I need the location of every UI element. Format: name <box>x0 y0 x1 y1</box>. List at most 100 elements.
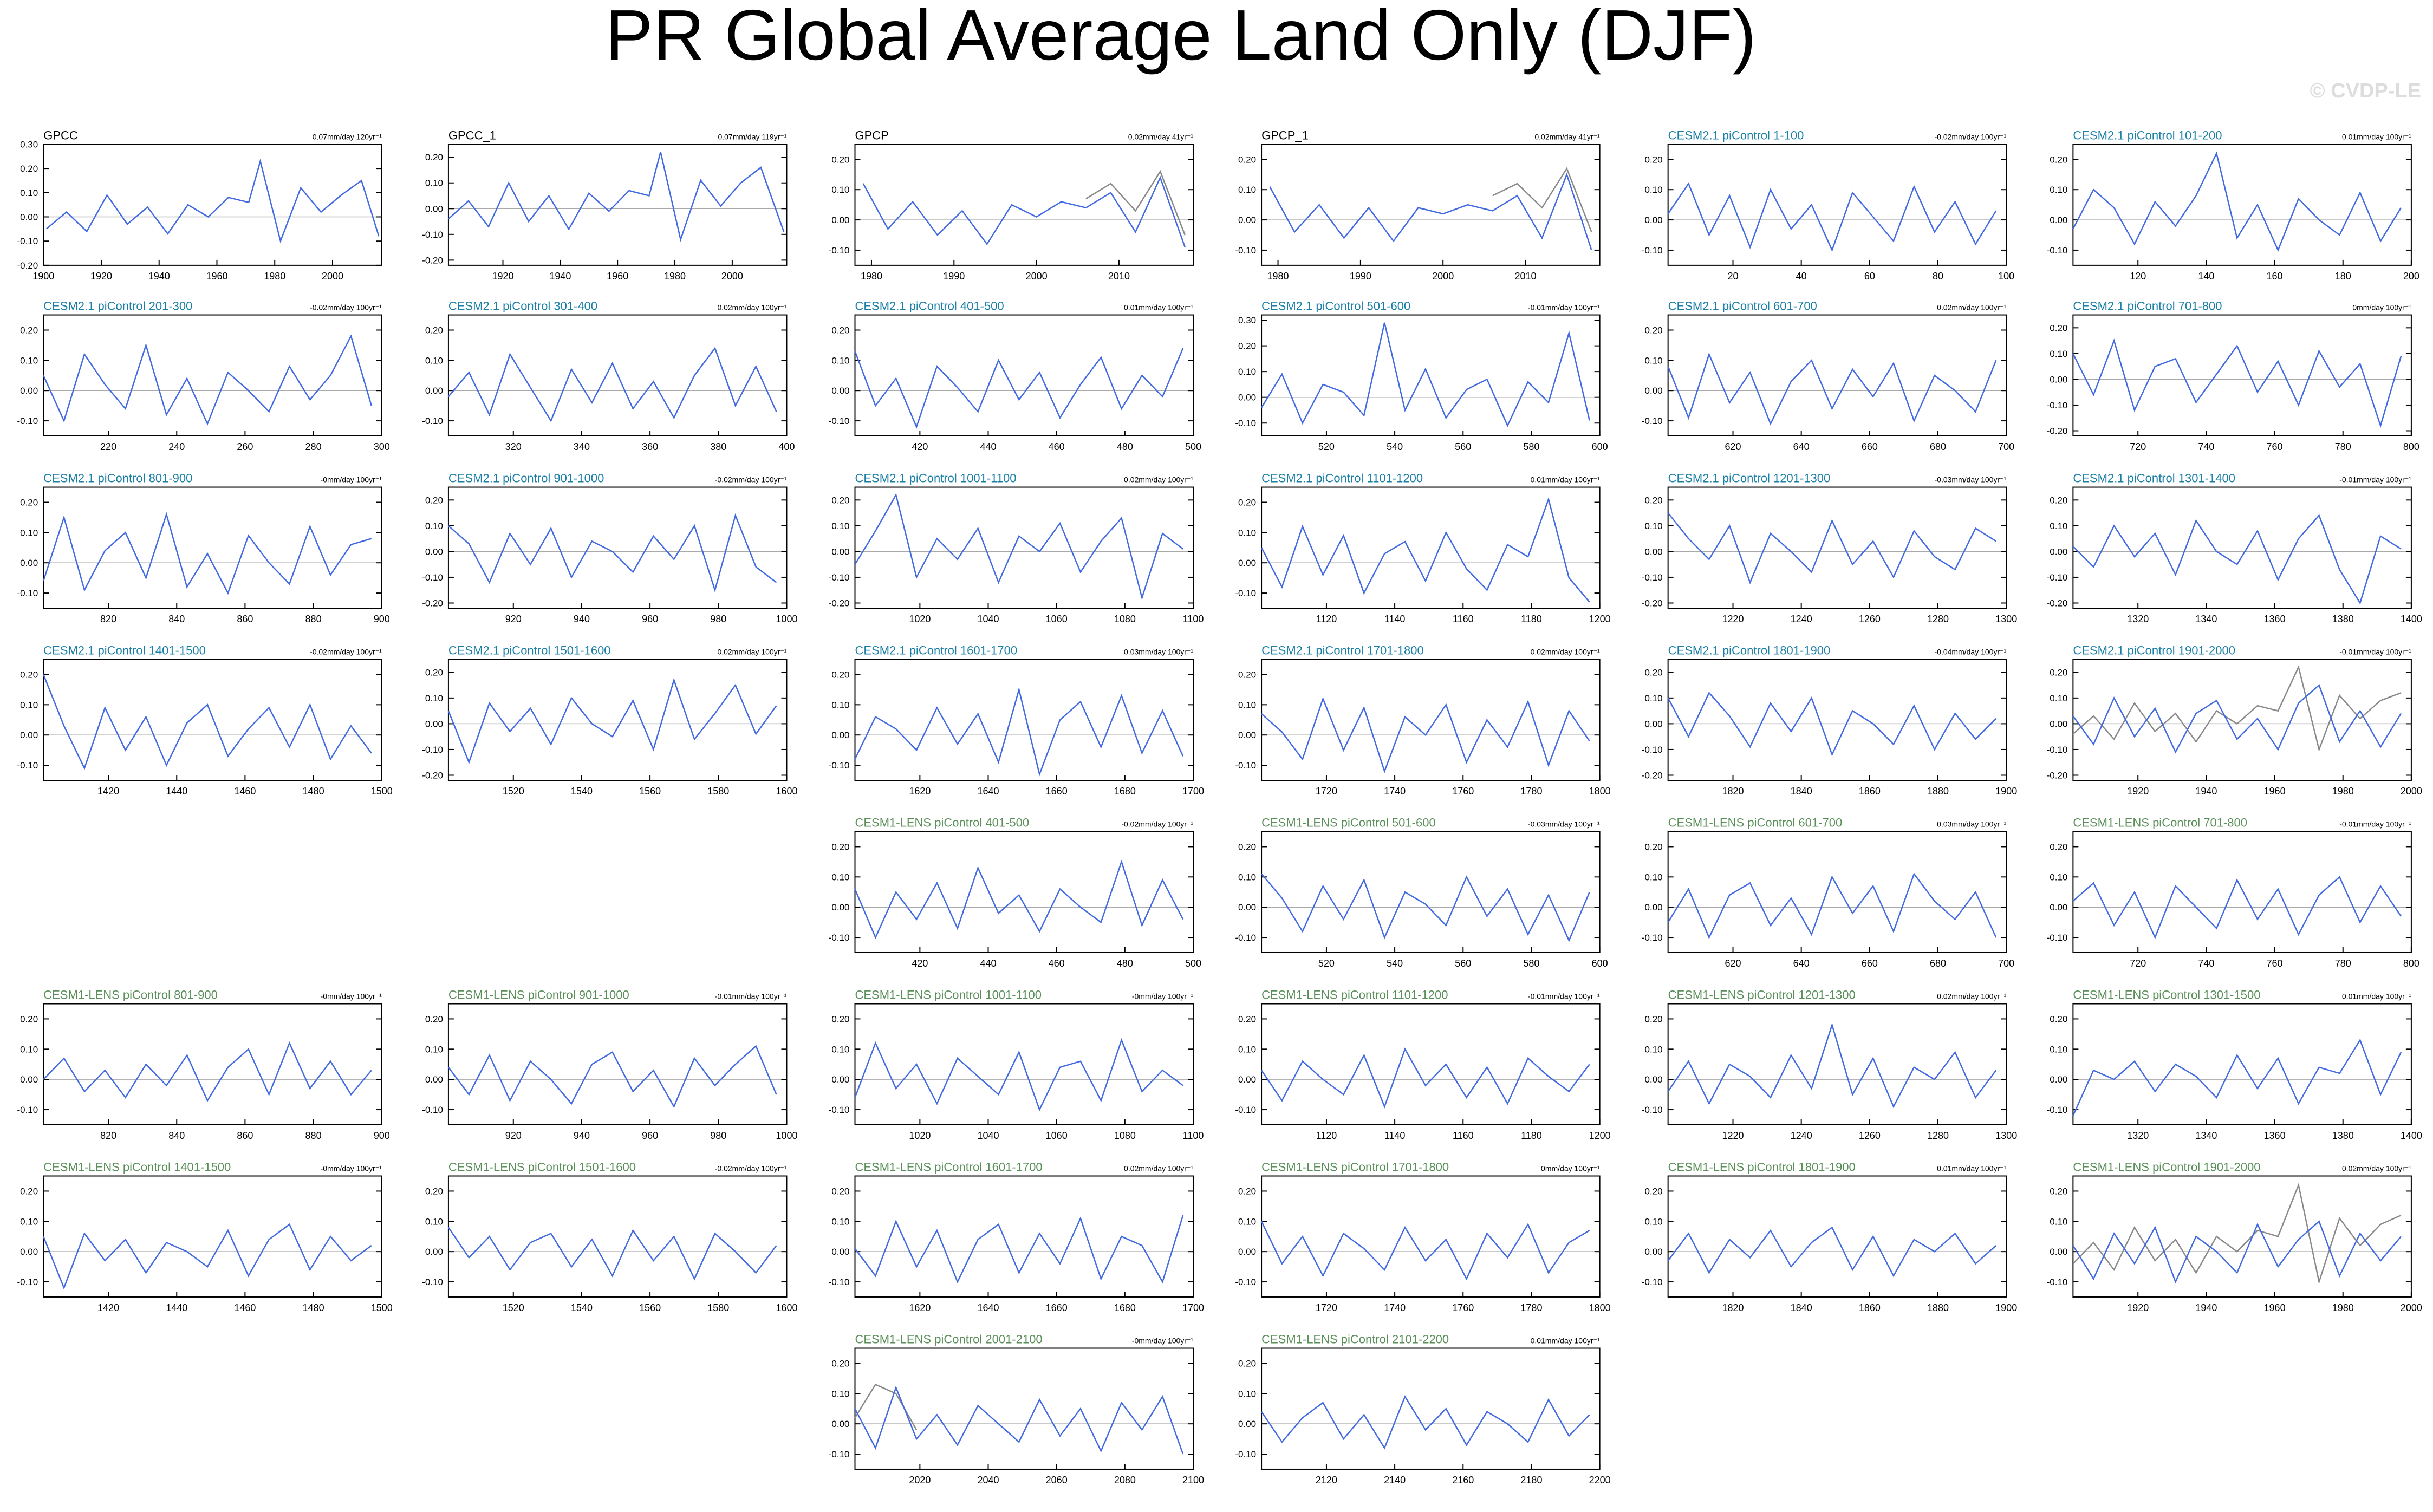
trend-label: 0.01mm/day 100yr⁻¹ <box>2342 132 2411 141</box>
x-tick-label: 300 <box>374 441 390 452</box>
series-line <box>43 1223 372 1290</box>
panel-title: CESM2.1 piControl 201-300 <box>43 299 192 313</box>
y-tick-label: 0.10 <box>20 188 38 198</box>
y-tick-label: -0.10 <box>1642 416 1663 426</box>
plot-frame <box>1261 144 1601 266</box>
x-tick-label: 1980 <box>1267 271 1289 282</box>
y-tick-label: 0.10 <box>425 1044 443 1054</box>
x-tick-label: 1140 <box>1384 614 1406 624</box>
x-tick-label: 1400 <box>2401 614 2422 624</box>
y-tick-label: -0.10 <box>422 416 443 426</box>
y-tick-label: 0.20 <box>20 325 38 335</box>
panel-title: GPCP <box>855 128 889 142</box>
x-tick-label: 980 <box>710 1130 726 1141</box>
panel-title: CESM1-LENS piControl 1501-1600 <box>448 1161 636 1174</box>
y-tick-label: 0.00 <box>1645 386 1663 396</box>
y-tick-label: 0.20 <box>2050 842 2067 852</box>
x-tick-label: 1040 <box>978 1130 999 1141</box>
series-line <box>1492 167 1592 232</box>
x-tick-label: 1160 <box>1453 1130 1474 1141</box>
x-tick-label: 1580 <box>707 1302 729 1313</box>
y-tick-label: 0.00 <box>831 902 849 913</box>
x-tick-label: 720 <box>2130 958 2146 969</box>
x-tick-label: 580 <box>1523 441 1539 452</box>
x-tick-label: 880 <box>305 1130 322 1141</box>
y-tick-label: 0.20 <box>2050 154 2067 165</box>
y-tick-label: 0.00 <box>2050 215 2067 225</box>
y-tick-label: -0.10 <box>2047 1277 2068 1287</box>
y-tick-label: 0.10 <box>2050 521 2067 531</box>
x-tick-label: 1500 <box>371 786 393 797</box>
series-line <box>1667 182 1997 252</box>
x-tick-label: 1760 <box>1452 1302 1474 1313</box>
plot-frame <box>447 659 788 781</box>
x-tick-label: 520 <box>1318 441 1335 452</box>
y-tick-label: 0.20 <box>425 1186 443 1196</box>
y-tick-label: 0.20 <box>1238 1186 1256 1196</box>
trend-label: 0.02mm/day 100yr⁻¹ <box>717 303 786 312</box>
trend-label: 0.01mm/day 100yr⁻¹ <box>1124 303 1193 312</box>
panel-title: CESM1-LENS piControl 501-600 <box>1261 816 1436 830</box>
x-tick-label: 2010 <box>1108 271 1130 282</box>
y-tick-label: 0.00 <box>425 1247 443 1257</box>
plot-frame <box>447 144 788 266</box>
x-tick-label: 460 <box>1049 958 1065 969</box>
plot-frame <box>447 1175 788 1298</box>
series-line <box>1667 872 1997 940</box>
figure-title: PR Global Average Land Only (DJF) <box>605 0 1756 75</box>
panel-title: CESM1-LENS piControl 1101-1200 <box>1261 988 1448 1002</box>
panel-title: CESM2.1 piControl 1401-1500 <box>43 644 206 657</box>
y-tick-label: 0.10 <box>1645 1044 1663 1054</box>
x-tick-label: 1700 <box>1182 1302 1204 1313</box>
panel-title: CESM1-LENS piControl 1401-1500 <box>43 1161 231 1174</box>
panel-title: CESM2.1 piControl 1901-2000 <box>2073 644 2235 657</box>
x-tick-label: 1680 <box>1114 786 1136 797</box>
y-tick-label: 0.20 <box>831 495 849 505</box>
panel-title: CESM2.1 piControl 1-100 <box>1668 128 1804 142</box>
trend-label: -0.01mm/day 100yr⁻¹ <box>2339 820 2411 829</box>
x-tick-label: 380 <box>710 441 726 452</box>
x-tick-label: 1080 <box>1114 1130 1136 1141</box>
y-tick-label: 0.20 <box>1645 154 1663 165</box>
y-tick-label: 0.10 <box>1238 1389 1256 1399</box>
y-tick-label: 0.10 <box>1645 693 1663 703</box>
y-tick-label: 0.00 <box>1238 215 1256 225</box>
y-tick-label: 0.10 <box>831 872 849 882</box>
y-tick-label: 0.10 <box>425 178 443 188</box>
x-tick-label: 640 <box>1793 441 1810 452</box>
y-tick-label: 0.20 <box>1238 497 1256 507</box>
x-tick-label: 1880 <box>1927 786 1949 797</box>
plot-frame <box>1261 1175 1601 1298</box>
y-tick-label: -0.10 <box>1235 588 1256 598</box>
x-tick-label: 1820 <box>1722 1302 1744 1313</box>
y-tick-label: 0.20 <box>1645 1014 1663 1024</box>
series-line <box>1085 170 1186 236</box>
panel-title: CESM1-LENS piControl 1901-2000 <box>2073 1161 2260 1174</box>
y-tick-label: 0.00 <box>20 1074 38 1085</box>
x-tick-label: 1680 <box>1114 1302 1136 1313</box>
trend-label: 0mm/day 100yr⁻¹ <box>2352 303 2411 312</box>
x-tick-label: 1960 <box>2264 786 2286 797</box>
panel-title: GPCC_1 <box>448 128 496 142</box>
y-tick-label: -0.10 <box>2047 400 2068 410</box>
x-tick-label: 820 <box>100 614 116 624</box>
trend-label: -0.02mm/day 100yr⁻¹ <box>715 1164 787 1173</box>
y-tick-label: 0.10 <box>425 693 443 703</box>
x-tick-label: 2200 <box>1589 1475 1611 1485</box>
trend-label: -0.01mm/day 100yr⁻¹ <box>1528 303 1600 312</box>
x-tick-label: 560 <box>1455 958 1471 969</box>
trend-label: 0.02mm/day 100yr⁻¹ <box>717 648 786 656</box>
x-tick-label: 1980 <box>861 271 882 282</box>
y-tick-label: 0.00 <box>20 212 38 222</box>
x-tick-label: 1080 <box>1114 614 1136 624</box>
series-line <box>854 859 1184 940</box>
x-tick-label: 660 <box>1862 441 1878 452</box>
x-tick-label: 1840 <box>1791 786 1812 797</box>
x-tick-label: 420 <box>912 958 928 969</box>
y-tick-label: -0.10 <box>17 416 38 426</box>
plot-frame <box>1667 486 2007 609</box>
series-line <box>854 687 1184 777</box>
y-tick-label: -0.10 <box>1642 1277 1663 1287</box>
x-tick-label: 340 <box>574 441 590 452</box>
